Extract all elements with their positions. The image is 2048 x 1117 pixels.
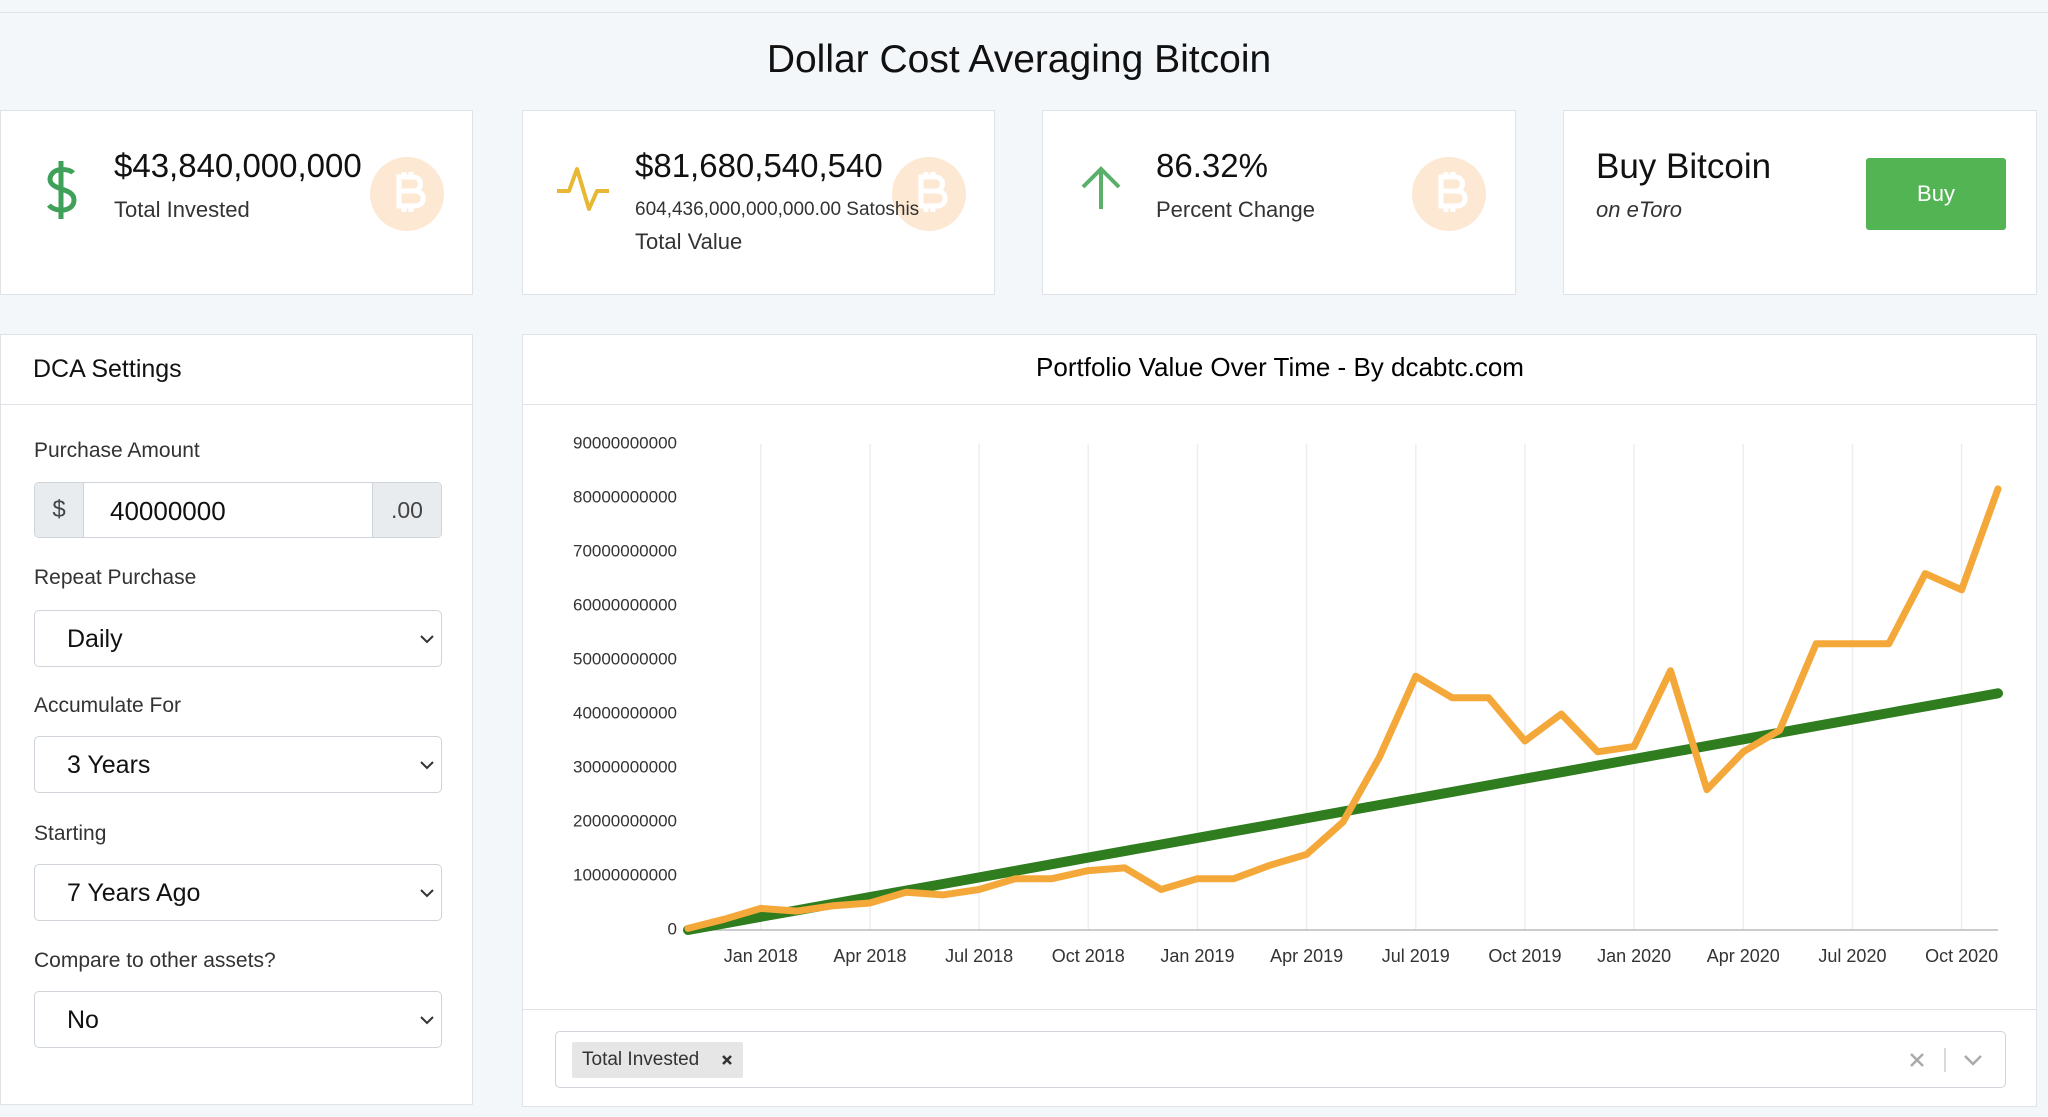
x-tick-label: Jan 2018 — [724, 946, 798, 966]
field-label: Starting — [34, 822, 107, 845]
select[interactable]: No — [34, 991, 442, 1048]
chevron — [420, 889, 434, 898]
field-label: Compare to other assets? — [34, 949, 276, 972]
select[interactable]: 7 Years Ago — [34, 864, 442, 921]
chevron — [420, 1016, 434, 1025]
series-line — [683, 688, 2003, 935]
stat-value: 86.32% — [1156, 147, 1268, 184]
y-tick-label: 60000000000 — [573, 595, 677, 614]
buy-card: Buy Bitcoin on eToro Buy — [1563, 110, 2037, 295]
chip-label: Total Invested — [582, 1049, 700, 1070]
bitcoin-logo — [370, 157, 444, 231]
chart-title: Portfolio Value Over Time - By dcabtc.co… — [1036, 352, 1524, 382]
divider — [523, 404, 2036, 405]
x-tick-label: Jan 2020 — [1597, 946, 1671, 966]
stat-card: 86.32% Percent Change — [1042, 110, 1516, 295]
dollar-icon — [47, 161, 77, 219]
input-suffix: .00 — [372, 483, 441, 537]
select-chip[interactable]: Total Invested — [572, 1042, 744, 1078]
select-value: Daily — [67, 625, 123, 653]
field-label: Repeat Purchase — [34, 566, 197, 589]
chevron — [420, 635, 434, 644]
select-value: No — [67, 1006, 99, 1034]
select-controls[interactable] — [1903, 1048, 1993, 1072]
stat-card: $81,680,540,540 604,436,000,000,000.00 S… — [522, 110, 995, 295]
x-tick-label: Jul 2018 — [945, 946, 1013, 966]
y-tick-label: 30000000000 — [573, 757, 677, 776]
compare-select[interactable]: Total Invested — [555, 1031, 2006, 1088]
page-title: Dollar Cost Averaging Bitcoin — [766, 38, 1272, 81]
y-tick-label: 0 — [668, 919, 677, 938]
stat-label: Percent Change — [1156, 197, 1315, 222]
bitcoin-logo — [892, 157, 966, 231]
y-tick-label: 80000000000 — [573, 487, 677, 506]
series-line — [684, 485, 2002, 932]
stat-label: Total Value — [635, 229, 743, 254]
buy-title: Buy Bitcoin — [1596, 147, 1772, 186]
input-value: 40000000 — [110, 496, 226, 526]
x-tick-label: Apr 2018 — [833, 946, 906, 966]
x-tick-label: Oct 2019 — [1488, 946, 1561, 966]
field-label: Purchase Amount — [34, 439, 200, 462]
top-border — [0, 12, 2048, 13]
y-tick-label: 20000000000 — [573, 811, 677, 830]
x-tick-label: Jul 2019 — [1382, 946, 1450, 966]
settings-card: DCA Settings Purchase Amount $ 40000000 … — [0, 334, 473, 1105]
y-tick-label: 50000000000 — [573, 649, 677, 668]
settings-title: DCA Settings — [33, 355, 182, 383]
x-tick-label: Apr 2019 — [1270, 946, 1343, 966]
y-tick-label: 40000000000 — [573, 703, 677, 722]
divider — [1, 404, 472, 405]
y-tick-label: 70000000000 — [573, 541, 677, 560]
select[interactable]: 3 Years — [34, 736, 442, 793]
y-tick-label: 10000000000 — [573, 865, 677, 884]
x-tick-label: Apr 2020 — [1707, 946, 1780, 966]
amount-input[interactable]: $ 40000000 .00 — [34, 482, 442, 538]
arrow-up-icon — [1081, 166, 1121, 209]
field-label: Accumulate For — [34, 694, 182, 717]
y-tick-label: 90000000000 — [573, 433, 677, 452]
pulse-icon — [557, 167, 609, 211]
x-tick-label: Jan 2019 — [1160, 946, 1234, 966]
divider — [523, 1009, 2036, 1010]
x-tick-label: Oct 2018 — [1052, 946, 1125, 966]
buy-subtitle: on eToro — [1596, 197, 1683, 222]
chip-remove[interactable] — [721, 1054, 733, 1066]
buy-button[interactable]: Buy — [1866, 158, 2006, 230]
select-value: 7 Years Ago — [67, 879, 201, 907]
stat-value: $81,680,540,540 — [635, 147, 883, 184]
select-value: 3 Years — [67, 751, 151, 779]
stat-sub: 604,436,000,000,000.00 Satoshis — [635, 199, 920, 220]
select[interactable]: Daily — [34, 610, 442, 667]
x-tick-label: Oct 2020 — [1925, 946, 1998, 966]
bitcoin-logo — [1412, 157, 1486, 231]
chevron — [420, 761, 434, 770]
x-tick-label: Jul 2020 — [1818, 946, 1886, 966]
input-prefix: $ — [35, 483, 84, 537]
stat-card: $43,840,000,000 Total Invested — [0, 110, 473, 295]
stat-value: $43,840,000,000 — [114, 147, 362, 184]
stat-label: Total Invested — [114, 197, 250, 222]
